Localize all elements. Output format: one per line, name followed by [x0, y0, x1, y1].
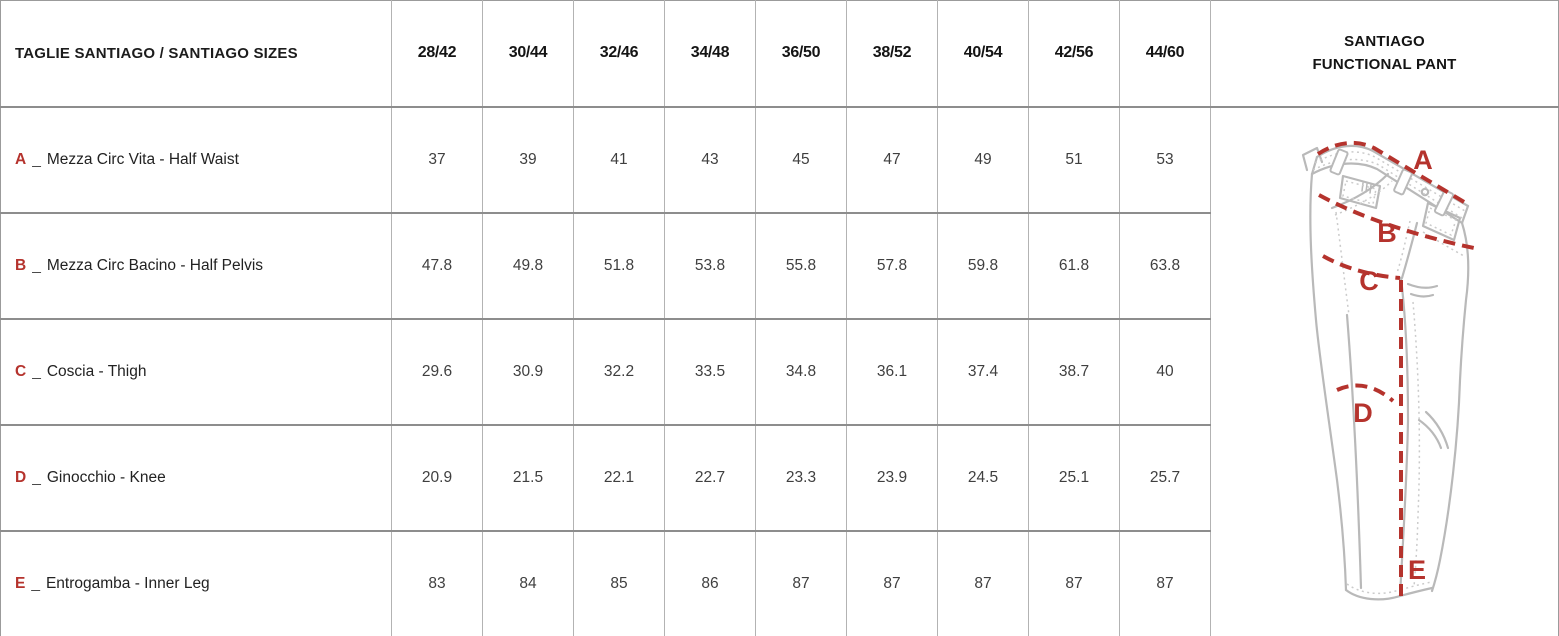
row-name: Mezza Circ Vita - Half Waist [46, 150, 239, 168]
value-cell: 41 [573, 106, 665, 213]
measure-label-c: C [1359, 266, 1379, 296]
row-separator: _ [32, 362, 41, 380]
value-cell: 22.1 [573, 424, 665, 531]
measure-label-b: B [1377, 218, 1397, 248]
belt-loops [1329, 148, 1455, 217]
size-column-header: 42/56 [1028, 0, 1120, 107]
value-cell: 47 [846, 106, 938, 213]
measure-label-e: E [1408, 555, 1426, 585]
row-separator: _ [31, 574, 40, 592]
panel-title-line2: FUNCTIONAL PANT [1312, 56, 1457, 74]
size-column-header: 32/46 [573, 0, 665, 107]
measurement-row-c: C _ Coscia - Thigh 29.6 30.9 32.2 33.5 34.… [0, 318, 1559, 425]
row-label-d: D _ Ginocchio - Knee [0, 424, 392, 531]
size-column-header: 30/44 [482, 0, 574, 107]
value-cell: 49.8 [482, 212, 574, 319]
header-row: TAGLIE SANTIAGO / SANTIAGO SIZES 28/42 3… [0, 0, 1559, 107]
panel-title-line1: SANTIAGO [1344, 33, 1425, 50]
row-label-b: B _ Mezza Circ Bacino - Half Pelvis [0, 212, 392, 319]
value-cell: 37 [391, 106, 483, 213]
measure-line-a [1316, 140, 1471, 207]
size-column-header: 38/52 [846, 0, 938, 107]
row-letter: D [15, 468, 27, 486]
value-cell: 25.7 [1119, 424, 1211, 531]
value-cell: 20.9 [391, 424, 483, 531]
size-column-header: 44/60 [1119, 0, 1211, 107]
value-cell: 87 [755, 530, 847, 636]
value-cell: 25.1 [1028, 424, 1120, 531]
pant-stitching [1312, 150, 1466, 594]
row-name: Coscia - Thigh [46, 362, 147, 380]
measurement-row-d: D _ Ginocchio - Knee 20.9 21.5 22.1 22.7 2… [0, 424, 1559, 531]
value-cell: 36.1 [846, 318, 938, 425]
row-separator: _ [32, 150, 41, 168]
value-cell: 21.5 [482, 424, 574, 531]
value-cell: 30.9 [482, 318, 574, 425]
value-cell: 51 [1028, 106, 1120, 213]
size-column-header: 34/48 [664, 0, 756, 107]
value-cell: 84 [482, 530, 574, 636]
value-cell: 55.8 [755, 212, 847, 319]
value-cell: 40 [1119, 318, 1211, 425]
value-cell: 49 [937, 106, 1029, 213]
row-label-c: C _ Coscia - Thigh [0, 318, 392, 425]
value-cell: 24.5 [937, 424, 1029, 531]
row-name: Entrogamba - Inner Leg [45, 574, 210, 592]
value-cell: 32.2 [573, 318, 665, 425]
row-letter: A [15, 150, 27, 168]
pant-illustration-cell: A B C D E [1210, 106, 1559, 636]
size-column-header: 36/50 [755, 0, 847, 107]
value-cell: 38.7 [1028, 318, 1120, 425]
measure-line-d [1336, 383, 1395, 403]
size-column-header: 28/42 [391, 0, 483, 107]
table-title: TAGLIE SANTIAGO / SANTIAGO SIZES [0, 0, 392, 107]
value-cell: 59.8 [937, 212, 1029, 319]
value-cell: 87 [937, 530, 1029, 636]
value-cell: 23.3 [755, 424, 847, 531]
size-column-header: 40/54 [937, 0, 1029, 107]
value-cell: 86 [664, 530, 756, 636]
value-cell: 53 [1119, 106, 1211, 213]
row-letter: C [15, 362, 27, 380]
value-cell: 47.8 [391, 212, 483, 319]
value-cell: 87 [846, 530, 938, 636]
value-cell: 39 [482, 106, 574, 213]
value-cell: 57.8 [846, 212, 938, 319]
measure-line-c [1322, 254, 1401, 280]
value-cell: 43 [664, 106, 756, 213]
row-label-e: E _ Entrogamba - Inner Leg [0, 530, 392, 636]
value-cell: 85 [573, 530, 665, 636]
value-cell: 45 [755, 106, 847, 213]
value-cell: 63.8 [1119, 212, 1211, 319]
measure-label-a: A [1413, 145, 1433, 175]
measurement-row-e: E _ Entrogamba - Inner Leg 83 84 85 86 87 … [0, 530, 1559, 636]
row-separator: _ [32, 256, 41, 274]
row-name: Ginocchio - Knee [46, 468, 166, 486]
value-cell: 53.8 [664, 212, 756, 319]
value-cell: 87 [1119, 530, 1211, 636]
measurement-row-b: B _ Mezza Circ Bacino - Half Pelvis 47.8 4… [0, 212, 1559, 319]
measurement-row-a: A _ Mezza Circ Vita - Half Waist 37 39 41 … [0, 106, 1559, 636]
row-letter: B [15, 256, 27, 274]
value-cell: 61.8 [1028, 212, 1120, 319]
value-cell: 83 [391, 530, 483, 636]
value-cell: 37.4 [937, 318, 1029, 425]
row-name: Mezza Circ Bacino - Half Pelvis [46, 256, 264, 274]
value-cell: 51.8 [573, 212, 665, 319]
value-cell: 29.6 [391, 318, 483, 425]
row-label-a: A _ Mezza Circ Vita - Half Waist [0, 106, 392, 213]
row-separator: _ [32, 468, 41, 486]
row-letter: E [15, 574, 26, 592]
value-cell: 34.8 [755, 318, 847, 425]
measure-line-b [1318, 192, 1475, 250]
value-cell: 33.5 [664, 318, 756, 425]
panel-title: SANTIAGO FUNCTIONAL PANT [1210, 0, 1559, 107]
value-cell: 23.9 [846, 424, 938, 531]
measure-label-d: D [1353, 398, 1373, 428]
pant-illustration: A B C D E [1301, 140, 1475, 603]
value-cell: 22.7 [664, 424, 756, 531]
value-cell: 87 [1028, 530, 1120, 636]
